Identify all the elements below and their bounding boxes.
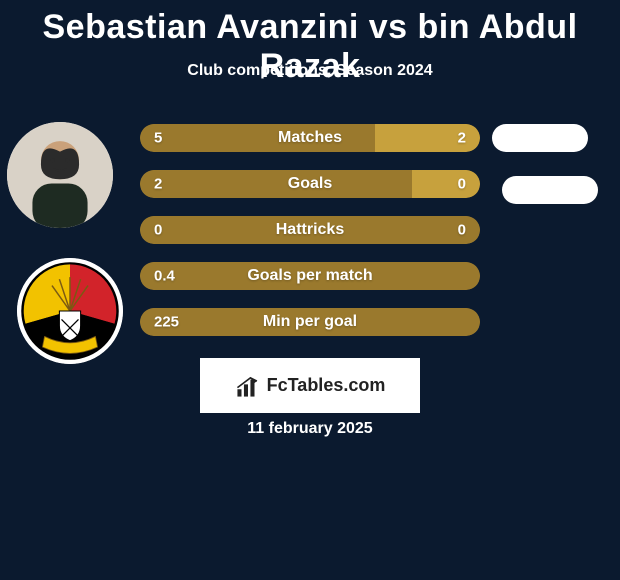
stat-value-left: 5 xyxy=(154,130,162,147)
stat-value-left: 0.4 xyxy=(154,268,175,285)
fctables-logo: FcTables.com xyxy=(200,358,420,413)
stat-row: Goals per match0.4 xyxy=(140,262,480,290)
winner-pill xyxy=(492,124,588,152)
stat-row: Goals2 0 xyxy=(140,170,480,198)
stat-label: Min per goal xyxy=(140,313,480,331)
comparison-card: Sebastian Avanzini vs bin Abdul Razak Cl… xyxy=(0,0,620,580)
stat-value-right: 2 xyxy=(458,130,466,147)
stat-label: Goals per match xyxy=(140,267,480,285)
stat-label: Goals xyxy=(140,175,480,193)
date-label: 11 february 2025 xyxy=(0,420,620,438)
winner-pill xyxy=(502,176,598,204)
stat-row: Hattricks0 0 xyxy=(140,216,480,244)
stat-value-right: 0 xyxy=(458,222,466,239)
stat-label: Hattricks xyxy=(140,221,480,239)
player-avatar xyxy=(7,122,113,228)
club-badge xyxy=(17,258,123,364)
stat-row: Min per goal225 xyxy=(140,308,480,336)
stat-value-left: 2 xyxy=(154,176,162,193)
fctables-brand-text: FcTables.com xyxy=(267,375,386,396)
player-avatar-placeholder xyxy=(7,122,113,228)
stat-label: Matches xyxy=(140,129,480,147)
stat-bars: Matches52Goals20Hattricks00Goals per mat… xyxy=(140,124,480,354)
club-badge-icon xyxy=(17,258,123,364)
stat-row: Matches5 2 xyxy=(140,124,480,152)
stat-value-left: 0 xyxy=(154,222,162,239)
subtitle: Club competitions, Season 2024 xyxy=(0,62,620,80)
fctables-icon xyxy=(235,373,261,399)
stat-value-right: 0 xyxy=(458,176,466,193)
stat-value-left: 225 xyxy=(154,314,179,331)
